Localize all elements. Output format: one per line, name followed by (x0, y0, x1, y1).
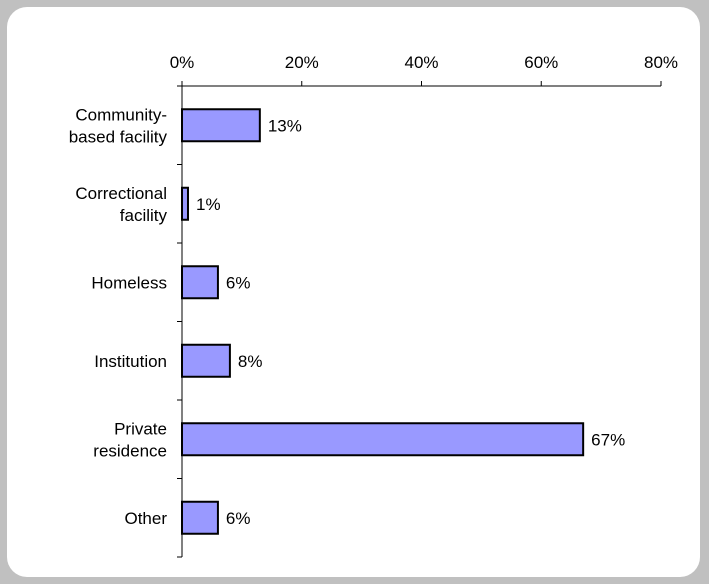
data-label: 13% (268, 116, 302, 135)
bar (181, 186, 189, 221)
data-label: 6% (226, 273, 251, 292)
x-tick-label: 0% (170, 53, 195, 72)
category-label: residence (93, 441, 167, 460)
category-label: based facility (69, 127, 168, 146)
x-tick-label: 20% (285, 53, 319, 72)
category-label: Correctional (75, 184, 167, 203)
data-label: 1% (196, 195, 221, 214)
data-label: 67% (591, 430, 625, 449)
bar (181, 265, 219, 300)
x-tick-label: 80% (644, 53, 678, 72)
bar (181, 500, 219, 535)
chart-frame (7, 7, 700, 577)
chart-axes (177, 81, 662, 558)
category-label: facility (120, 206, 168, 225)
category-label: Other (124, 509, 167, 528)
category-label: Homeless (91, 273, 167, 292)
chart-bars (181, 108, 585, 535)
x-tick-label: 60% (524, 53, 558, 72)
data-label: 6% (226, 509, 251, 528)
bar (181, 108, 261, 143)
x-tick-label: 40% (404, 53, 438, 72)
chart-labels: 0% 20% 40% 60% 80% 13% Community-based facilit… (69, 53, 678, 528)
category-label: Institution (94, 352, 167, 371)
category-label: Private (114, 419, 167, 438)
category-label: Community- (75, 105, 167, 124)
bar (181, 343, 231, 378)
bar (181, 422, 585, 457)
data-label: 8% (238, 352, 263, 371)
